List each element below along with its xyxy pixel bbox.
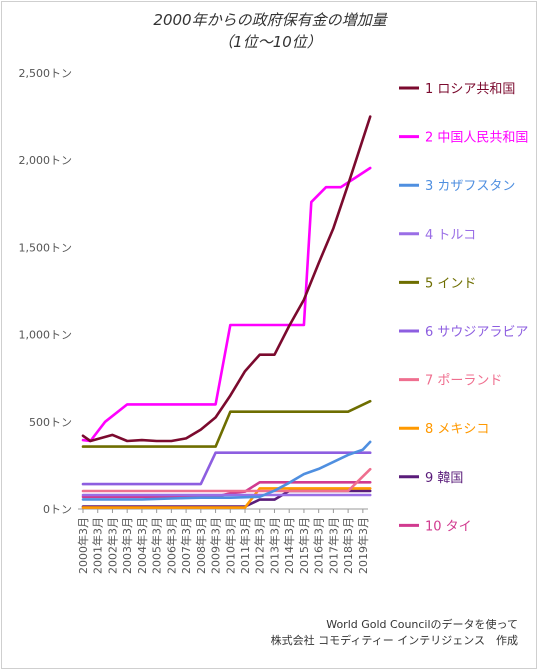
legend-label: 8 メキシコ (425, 422, 489, 437)
x-tick-label: 2016年3月 (312, 517, 326, 574)
legend-label: 1 ロシア共和国 (425, 82, 515, 97)
y-tick-label: 1,500トン (19, 241, 73, 254)
legend-label: 10 タイ (425, 519, 472, 534)
y-tick-label: 500トン (29, 416, 72, 429)
x-tick-label: 2013年3月 (267, 517, 281, 574)
legend-label: 7 ポーランド (425, 374, 502, 389)
legend-label: 4 トルコ (425, 228, 476, 243)
series-line (81, 399, 372, 448)
series-line (81, 115, 372, 443)
legend-label: 3 カザフスタン (425, 179, 515, 194)
legend-label: 9 韓国 (425, 471, 463, 486)
credit-line1: World Gold Councilのデータを使って (326, 618, 518, 631)
legend-label: 2 中国人民共和国 (425, 131, 528, 146)
credit-line2: 株式会社 コモディティー インテリジェンス 作成 (270, 634, 518, 647)
chart-title-line1: 2000年からの政府保有金の増加量 (153, 11, 387, 29)
series-line (81, 467, 372, 493)
x-tick-label: 2011年3月 (238, 517, 252, 574)
series-line (81, 166, 372, 443)
y-tick-label: 0トン (43, 503, 72, 516)
x-tick-label: 2014年3月 (282, 517, 296, 574)
x-tick-label: 2009年3月 (209, 517, 223, 574)
x-tick-label: 2000年3月 (76, 517, 90, 574)
x-tick-label: 2012年3月 (253, 517, 267, 574)
chart-title-line2: （1位～10位） (218, 33, 322, 51)
chart-lines (81, 115, 372, 509)
x-tick-label: 2017年3月 (326, 517, 340, 574)
x-tick-label: 2015年3月 (297, 517, 311, 574)
x-tick-label: 2018年3月 (341, 517, 355, 574)
x-tick-label: 2005年3月 (150, 517, 164, 574)
x-tick-label: 2008年3月 (194, 517, 208, 574)
x-tick-label: 2019年3月 (356, 517, 370, 574)
legend-label: 6 サウジアラビア (425, 325, 528, 340)
chart-axes: 0トン 500トン 1,000トン 1,500トン 2,000トン 2,500トン 2000… (19, 67, 370, 574)
y-tick-label: 1,000トン (19, 329, 73, 342)
legend-label: 5 インド (425, 276, 476, 291)
x-tick-label: 2004年3月 (135, 517, 149, 574)
x-tick-label: 2003年3月 (120, 517, 134, 574)
x-tick-label: 2010年3月 (223, 517, 237, 574)
y-tick-label: 2,500トン (19, 67, 73, 80)
series-line (81, 451, 372, 486)
chart-legend: 1 ロシア共和国 2 中国人民共和国 3 カザフスタン 4 トルコ 5 インド 6 サウジ… (399, 82, 528, 534)
y-tick-label: 2,000トン (19, 154, 73, 167)
x-tick-label: 2006年3月 (164, 517, 178, 574)
series-line (81, 440, 372, 501)
x-tick-label: 2001年3月 (91, 517, 105, 574)
x-tick-label: 2007年3月 (179, 517, 193, 574)
x-tick-label: 2002年3月 (105, 517, 119, 574)
